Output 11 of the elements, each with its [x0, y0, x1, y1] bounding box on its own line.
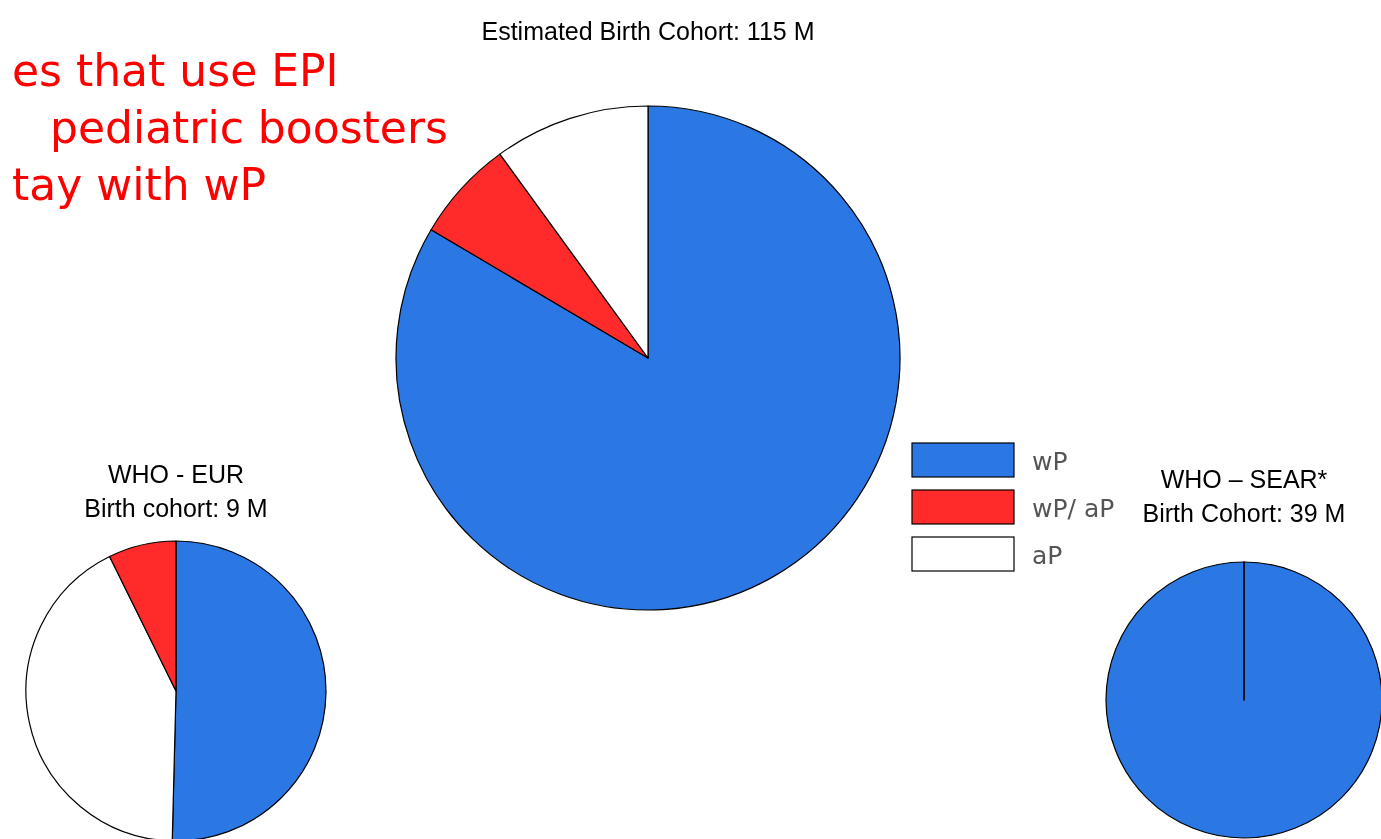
legend-label: wP/ aP	[1032, 494, 1115, 523]
legend-label: wP	[1032, 447, 1068, 476]
chart-title: WHO – SEAR*	[1160, 465, 1328, 493]
legend-label: aP	[1032, 541, 1063, 570]
text: es that use EPI	[12, 45, 339, 96]
chart-subtitle: Birth Cohort: 39 M	[1142, 499, 1346, 527]
chart-title: Estimated Birth Cohort: 115 M	[481, 17, 815, 45]
chart-subtitle: Birth cohort: 9 M	[84, 494, 268, 522]
chart-title: WHO - EUR	[107, 460, 245, 488]
text: pediatric boosters	[50, 102, 448, 153]
text: tay with wP	[12, 159, 267, 210]
